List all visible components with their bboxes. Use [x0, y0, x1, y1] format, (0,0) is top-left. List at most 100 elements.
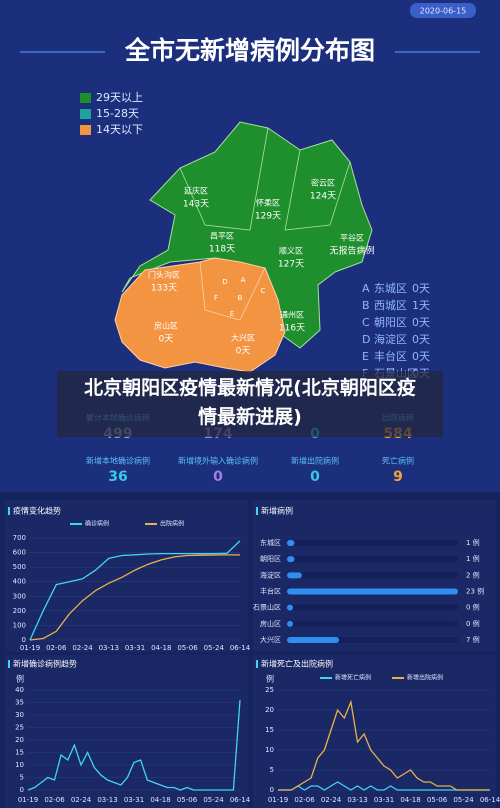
x-tick-label: 02-06 — [46, 644, 67, 652]
district-days: 143天 — [183, 200, 209, 210]
legend-swatch — [80, 125, 91, 135]
x-tick-label: 05-06 — [177, 796, 198, 804]
panel — [5, 500, 248, 652]
y-tick-label: 35 — [15, 699, 24, 707]
x-tick-label: 03-13 — [347, 796, 367, 804]
panel — [253, 655, 496, 808]
bar — [287, 637, 340, 643]
x-tick-label: 06-14 — [480, 796, 500, 804]
list-name: 丰台区 — [374, 349, 407, 363]
map-letter: B — [238, 294, 243, 302]
stat-label: 新增本地确诊病例 — [86, 456, 150, 466]
x-tick-label: 03-31 — [125, 644, 145, 652]
district-name: 昌平区 — [210, 232, 234, 241]
chart-title: 新增病例 — [261, 506, 293, 516]
value-label: 23 例 — [466, 587, 484, 596]
x-tick-label: 03-31 — [374, 796, 394, 804]
panel — [5, 655, 248, 808]
list-letter: A — [362, 282, 370, 295]
map-letter: A — [241, 276, 246, 284]
list-letter: D — [362, 333, 370, 346]
category-label: 丰台区 — [260, 587, 281, 596]
list-letter: B — [362, 299, 370, 312]
legend-label: 新增死亡病例 — [335, 674, 371, 682]
y-tick-label: 600 — [13, 549, 26, 557]
legend-label: 15-28天 — [96, 107, 139, 120]
y-tick-label: 30 — [15, 711, 24, 719]
bar-track — [287, 572, 458, 579]
x-tick-label: 05-24 — [204, 644, 225, 652]
y-tick-label: 700 — [13, 534, 26, 542]
stat-label: 死亡病例 — [382, 456, 414, 466]
district-name: 门头沟区 — [148, 270, 180, 280]
main-title: 全市无新增病例分布图 — [124, 36, 375, 65]
map-border — [179, 127, 269, 231]
x-tick-label: 06-14 — [230, 644, 251, 652]
district-name: 延庆区 — [184, 186, 208, 196]
list-name: 东城区 — [374, 282, 407, 295]
series-line — [278, 699, 490, 791]
category-label: 海淀区 — [260, 570, 281, 579]
y-tick-label: 300 — [13, 592, 26, 600]
x-tick-label: 04-18 — [400, 796, 420, 804]
value-label: 0 例 — [466, 619, 480, 628]
district-name: 房山区 — [154, 321, 178, 331]
value-label: 1 例 — [466, 554, 480, 563]
x-tick-label: 03-31 — [124, 796, 144, 804]
x-tick-label: 05-24 — [453, 796, 474, 804]
map-letter: C — [261, 287, 266, 295]
value-label: 2 例 — [466, 570, 480, 579]
list-name: 西城区 — [374, 299, 407, 312]
bar — [287, 588, 458, 595]
value-label: 7 例 — [466, 635, 480, 644]
x-tick-label: 05-06 — [177, 644, 198, 652]
map-border — [199, 261, 266, 321]
bar — [287, 572, 302, 579]
x-tick-label: 02-24 — [71, 796, 92, 804]
chart-title: 疫情变化趋势 — [13, 506, 61, 516]
bar — [287, 620, 293, 627]
map-letter: F — [214, 294, 218, 302]
list-days: 0天 — [412, 282, 430, 295]
district-name: 通州区 — [280, 310, 304, 320]
y-axis-label: 例 — [266, 674, 274, 684]
list-letter: E — [362, 350, 369, 363]
y-tick-label: 100 — [13, 621, 26, 629]
title-marker — [256, 660, 258, 668]
y-tick-label: 20 — [15, 736, 24, 744]
list-name: 海淀区 — [374, 332, 407, 346]
list-name: 朝阳区 — [374, 316, 407, 329]
list-days: 0天 — [412, 316, 430, 329]
x-tick-label: 06-14 — [230, 796, 251, 804]
list-days: 0天 — [412, 350, 430, 363]
x-tick-label: 02-24 — [72, 644, 93, 652]
value-label: 0 例 — [466, 603, 480, 612]
y-tick-label: 20 — [265, 706, 274, 714]
x-tick-label: 01-19 — [268, 796, 288, 804]
stat-value: 9 — [393, 469, 403, 485]
y-tick-label: 0 — [20, 786, 24, 794]
x-tick-label: 02-24 — [321, 796, 342, 804]
district-days: 127天 — [278, 260, 304, 270]
bar-track — [287, 620, 458, 627]
series-line — [29, 554, 240, 641]
headline: 北京朝阳区疫情最新情况(北京朝阳区疫情最新进展) — [57, 371, 443, 437]
bar-track — [287, 556, 458, 563]
x-tick-label: 03-13 — [99, 644, 119, 652]
y-tick-label: 0 — [270, 786, 274, 794]
district-days: 118天 — [209, 245, 235, 255]
x-tick-label: 04-18 — [150, 796, 170, 804]
district-days: 0天 — [159, 335, 174, 345]
bar-track — [287, 540, 458, 546]
x-tick-label: 01-19 — [20, 644, 40, 652]
series-line — [27, 699, 241, 791]
stat-label: 新增境外输入确诊病例 — [178, 456, 258, 466]
stat-value: 0 — [213, 469, 223, 485]
category-label: 石景山区 — [253, 603, 281, 612]
map-border — [284, 149, 351, 231]
y-tick-label: 25 — [265, 686, 274, 694]
x-tick-label: 04-18 — [151, 644, 171, 652]
y-tick-label: 5 — [20, 774, 24, 782]
district-name: 平谷区 — [340, 234, 364, 243]
